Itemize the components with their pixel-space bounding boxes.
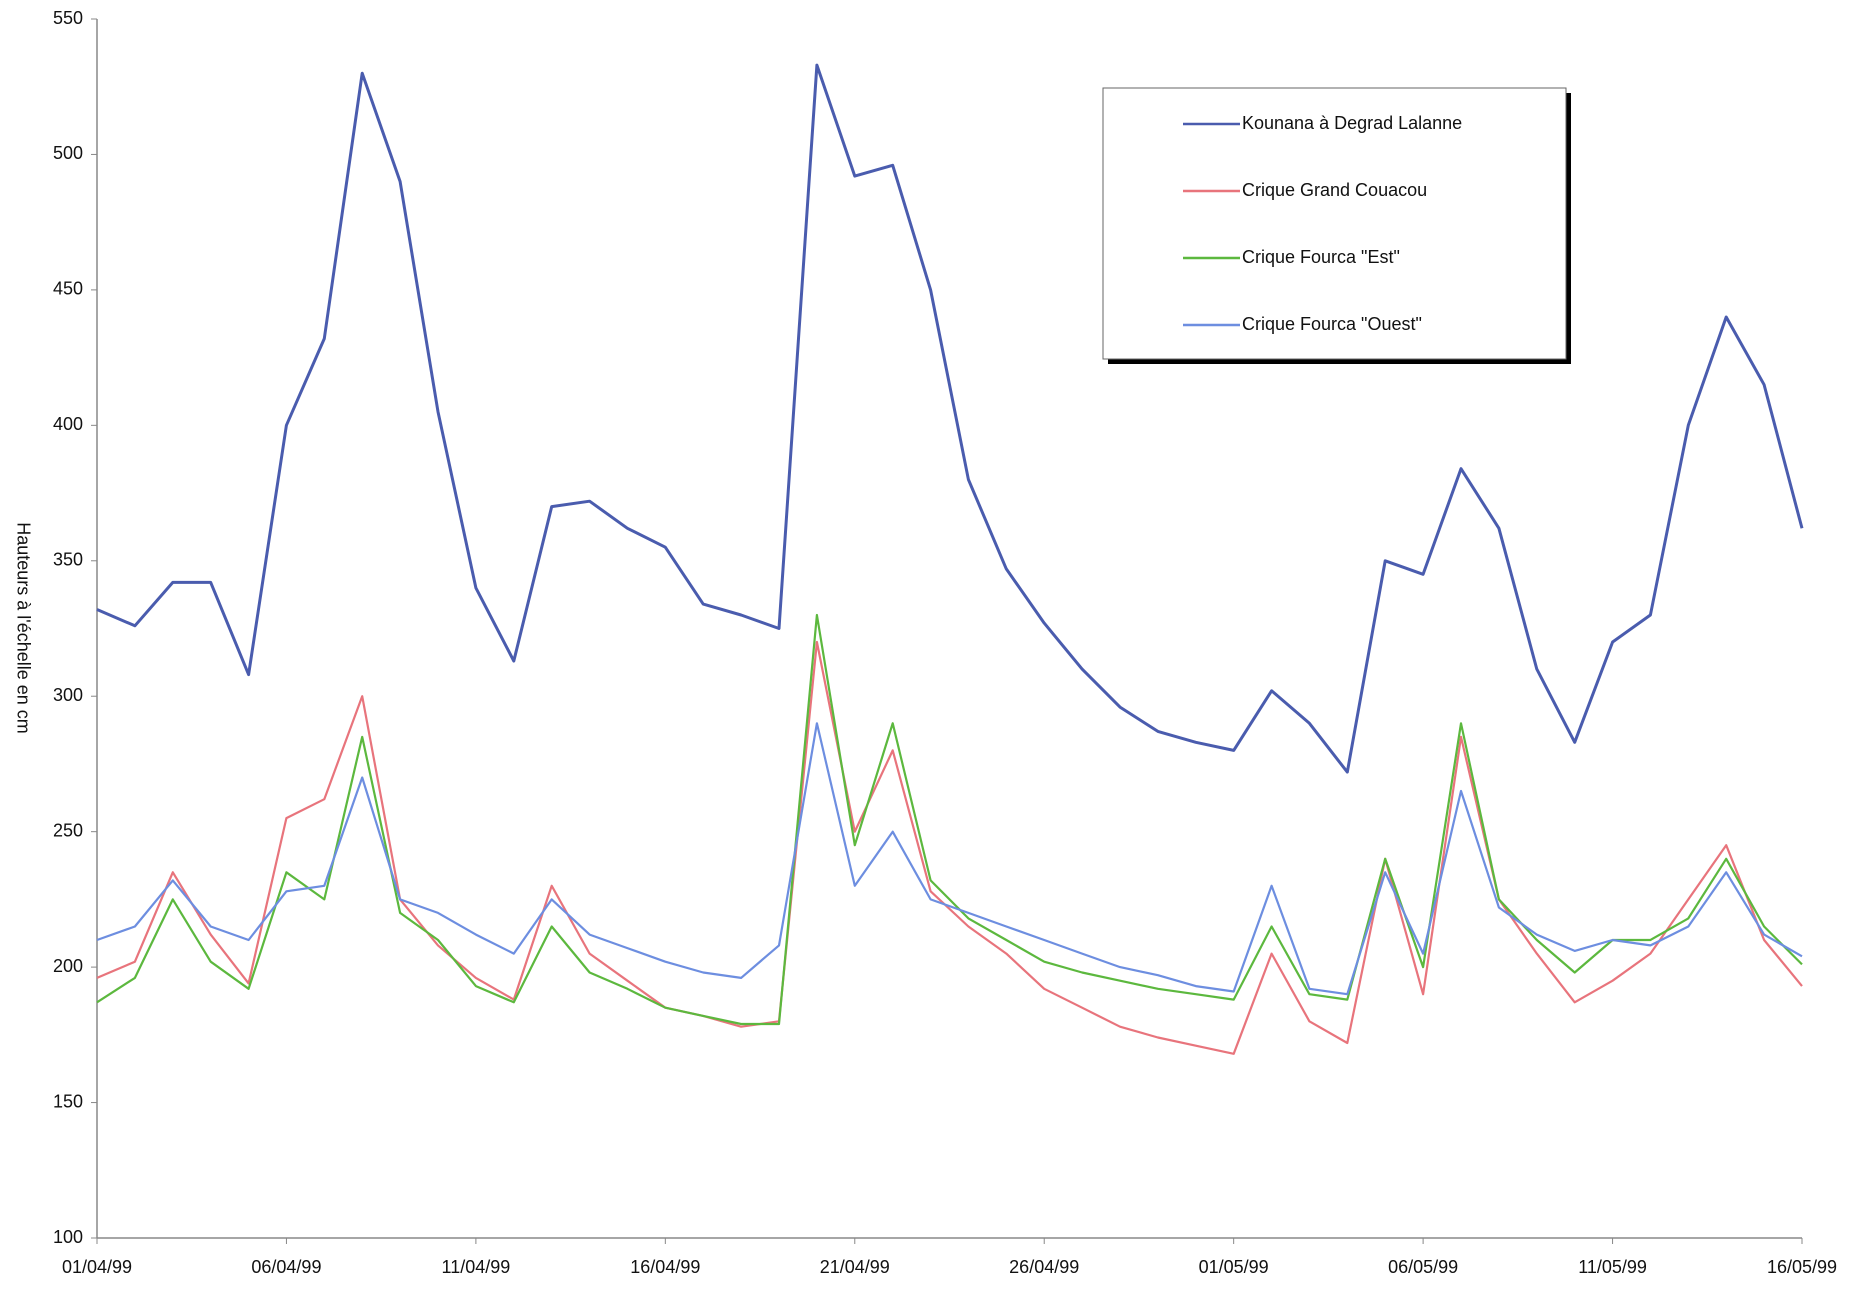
y-axis-label: Hauteurs à l'échelle en cm — [13, 522, 33, 734]
y-tick-label: 300 — [53, 685, 83, 705]
series-line — [96, 722, 1803, 996]
y-tick-label: 400 — [53, 414, 83, 434]
y-tick-label: 150 — [53, 1091, 83, 1111]
y-tick-label: 550 — [53, 8, 83, 28]
x-tick-label: 16/04/99 — [630, 1257, 700, 1277]
x-tick-label: 11/05/99 — [1578, 1257, 1647, 1277]
x-tick-label: 21/04/99 — [820, 1257, 890, 1277]
y-tick-label: 500 — [53, 143, 83, 163]
y-tick-label: 350 — [53, 550, 83, 570]
legend-box — [1102, 87, 1567, 360]
y-tick-label: 100 — [53, 1227, 83, 1247]
y-tick-label: 250 — [53, 820, 83, 840]
x-tick-label: 26/04/99 — [1009, 1257, 1079, 1277]
x-tick-label: 01/04/99 — [62, 1257, 132, 1277]
legend-label: Crique Fourca "Ouest" — [1242, 314, 1422, 334]
y-tick-label: 450 — [53, 279, 83, 299]
legend-label: Crique Fourca "Est" — [1242, 247, 1400, 267]
x-tick-label: 01/05/99 — [1199, 1257, 1269, 1277]
series-line — [96, 640, 1803, 1055]
y-tick-label: 200 — [53, 956, 83, 976]
x-tick-label: 06/05/99 — [1388, 1257, 1458, 1277]
x-tick-label: 11/04/99 — [442, 1257, 511, 1277]
legend-label: Crique Grand Couacou — [1242, 180, 1427, 200]
x-tick-label: 06/04/99 — [251, 1257, 321, 1277]
x-tick-label: 16/05/99 — [1767, 1257, 1837, 1277]
series-line — [96, 613, 1803, 1026]
legend-label: Kounana à Degrad Lalanne — [1242, 113, 1462, 133]
series-line — [96, 63, 1804, 774]
